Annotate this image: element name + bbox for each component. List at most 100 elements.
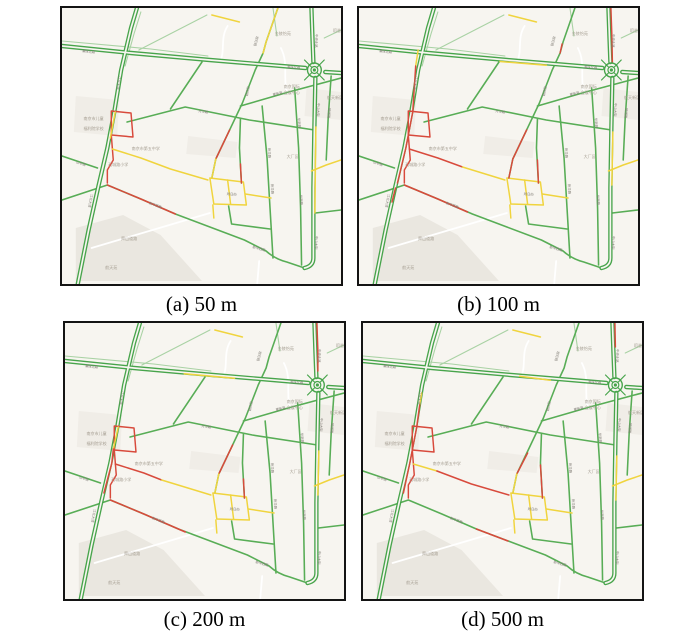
traffic-overlay-layer: [402, 323, 618, 542]
road-label: 浦珠北路: [379, 48, 393, 54]
roundabout-ramp: [617, 387, 626, 396]
road-gap-top-artery-east: [621, 71, 638, 74]
area-label: 石城路小学: [405, 161, 425, 167]
road-north-lane: [272, 8, 278, 37]
road-label: 新华西路: [553, 559, 568, 568]
traffic-overlay-layer: [106, 8, 317, 215]
road-label: 浦珠北路: [588, 379, 602, 385]
road-label: 中央北路: [615, 349, 620, 363]
road-label: 新华西路: [148, 200, 163, 210]
land-block: [376, 530, 503, 596]
road-northeast-road: [540, 392, 642, 422]
slow-segment: [412, 463, 438, 472]
road-west-edge-road: [62, 155, 99, 169]
slow-segment: [211, 158, 217, 179]
road-gap-top-artery-east: [324, 71, 341, 74]
road-north-lane: [573, 323, 579, 352]
road-label: 新华西路: [445, 200, 460, 210]
road-vertical-2: [296, 402, 306, 581]
road-gap-right-artery-south: [306, 392, 320, 584]
road-artery-ramp: [421, 11, 439, 67]
yellow-road-block-loop: [212, 492, 251, 521]
roundabout-ramp: [306, 387, 316, 396]
area-label: 南京市第五中学: [433, 460, 461, 466]
road-gap-top-artery: [62, 45, 307, 69]
area-label: 南京市第五中学: [135, 460, 163, 466]
yellow-road-east-yellow-road: [313, 474, 344, 487]
road-connector-road: [172, 376, 206, 425]
congested-segment: [408, 148, 464, 168]
panel-caption-c: (c) 200 m: [163, 607, 246, 631]
road-label: 新华路: [568, 463, 573, 474]
road-label: 华新路: [299, 195, 305, 206]
roundabout-outer-ring: [306, 62, 322, 78]
road-label: 旭日街: [227, 191, 238, 197]
yellow-road-block-loop-mid: [523, 179, 529, 205]
white-road: [576, 47, 585, 93]
red-road-congested-loop: [407, 110, 431, 138]
road-label: 康新路: [275, 405, 286, 412]
road-northwest-diagonal: [141, 329, 211, 366]
area-label: 航天苑: [406, 579, 418, 585]
road-vertical-2: [293, 87, 303, 266]
road-label: 江北大道: [116, 76, 123, 91]
road-label: 新华西路: [549, 244, 564, 253]
land-block: [189, 451, 241, 473]
congested-segment: [316, 323, 319, 372]
road-label: 中央北路: [314, 34, 319, 48]
labels-layer: 金陵怡苑南京国际会展中心航天新区大厂区 南京市儿童福利院学校南京市第五中学石城路小…: [78, 342, 344, 585]
slow-segment: [414, 49, 419, 67]
red-road-congested-loop: [110, 110, 134, 138]
road-service-road: [62, 40, 209, 57]
road-label: 新华路: [270, 463, 275, 474]
road-midtown-road: [423, 106, 613, 131]
road-gap-right-artery-south: [303, 77, 317, 269]
road-label: 中山大街: [316, 103, 321, 117]
area-label: 大厂区: [584, 153, 596, 159]
roundabout-ramp: [303, 72, 313, 81]
white-road: [557, 575, 562, 599]
area-label: 金陵怡苑: [572, 30, 588, 36]
area-label: 会展中心: [585, 404, 601, 410]
road-northeast-road: [242, 392, 344, 422]
roundabout-ramp: [613, 59, 622, 68]
base-traffic-layer: [407, 329, 642, 534]
area-label: 航天苑: [105, 264, 117, 270]
roundabout-ramp: [600, 59, 610, 68]
road-gap-top-artery-east: [625, 386, 642, 389]
area-label: 航天新区: [330, 409, 344, 415]
slow-segment: [160, 479, 212, 496]
road-vertical-3: [325, 75, 332, 161]
road-label: 中山大街: [314, 236, 319, 250]
road-vertical-1: [261, 105, 274, 259]
roads-layer: [359, 8, 638, 284]
road-label: 浦珠北路: [290, 379, 304, 385]
congested-segment: [109, 499, 187, 533]
yellow-road-block-loop: [209, 177, 248, 206]
roundabout-outer-ring: [309, 377, 325, 393]
yellow-road-top-yellow-road: [211, 14, 241, 23]
road-label: 中山大街: [613, 103, 618, 117]
land-block: [487, 451, 539, 473]
area-label: 航天新区: [628, 409, 642, 415]
road-label: 旭日路: [256, 351, 264, 363]
area-label: 大厂区: [287, 153, 299, 159]
road-east-stub: [611, 209, 638, 214]
road-label: 旭日路: [545, 401, 552, 413]
traffic-overlay-layer: [103, 323, 320, 533]
land-block: [483, 136, 535, 158]
base-traffic-layer: [403, 14, 638, 219]
road-label: 华新路: [300, 433, 306, 444]
area-label: 福利院学校: [380, 125, 400, 131]
road-vertical-3: [626, 390, 633, 476]
slow-segment: [262, 8, 279, 54]
roundabout-ramp: [316, 72, 325, 81]
area-label: 稻香苑: [333, 27, 341, 33]
slow-segment: [111, 148, 209, 181]
roads-layer: [363, 323, 642, 599]
roundabout-center: [312, 68, 316, 72]
road-label: 新华路: [564, 148, 569, 159]
roundabout-ramp: [604, 374, 614, 383]
yellow-road-block-loop-south: [215, 519, 218, 534]
slow-segment: [314, 126, 317, 214]
